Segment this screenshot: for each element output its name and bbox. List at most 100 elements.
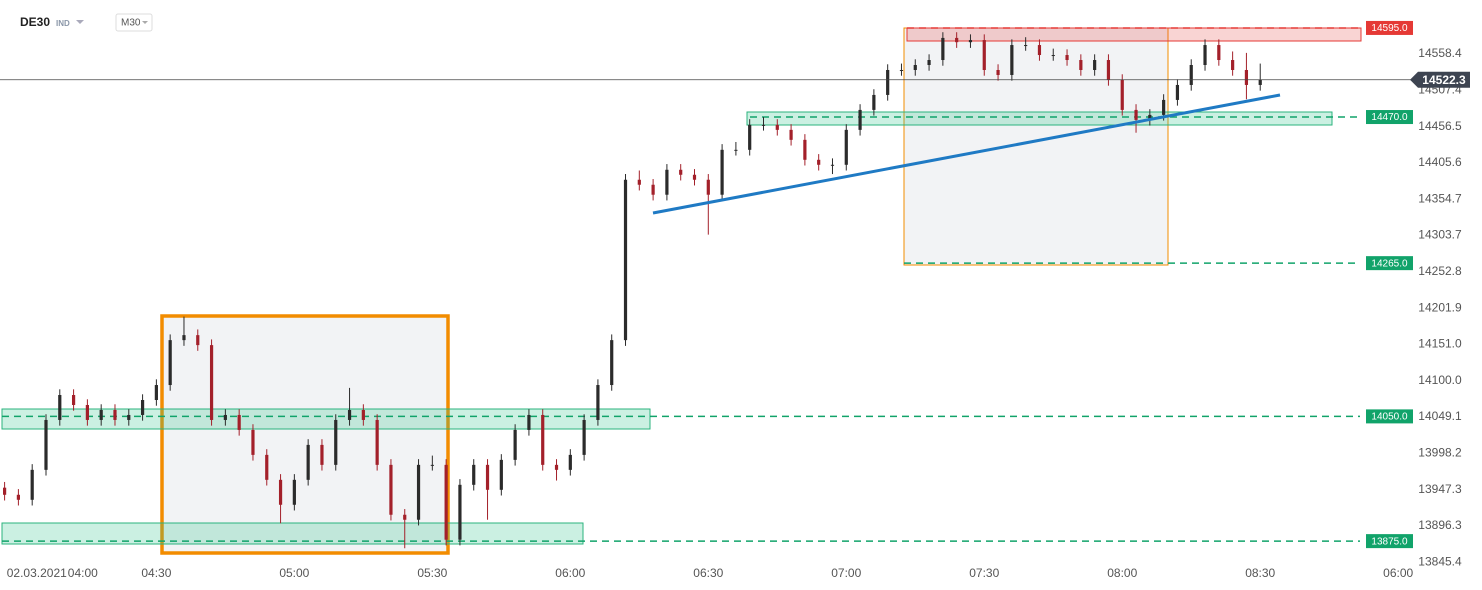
x-tick-label: 04:30 bbox=[141, 566, 171, 580]
x-tick-label: 04:00 bbox=[68, 566, 98, 580]
candle-body bbox=[568, 454, 572, 470]
candle-body bbox=[1244, 69, 1249, 85]
y-tick-label: 14151.0 bbox=[1418, 337, 1462, 351]
candle-body bbox=[1189, 65, 1193, 85]
candle-body bbox=[692, 174, 697, 180]
support-zone bbox=[1, 522, 584, 545]
candle-body bbox=[85, 404, 89, 420]
candle-body bbox=[485, 464, 490, 490]
candle-body bbox=[651, 184, 655, 195]
resistance-zone bbox=[906, 27, 1362, 42]
candle-body bbox=[982, 40, 986, 70]
candle-body bbox=[899, 69, 904, 71]
candle-body bbox=[941, 37, 945, 61]
candle-body bbox=[858, 109, 862, 130]
y-tick-label: 13845.4 bbox=[1418, 554, 1462, 568]
candle-body bbox=[1010, 45, 1014, 75]
dropdown-arrow[interactable] bbox=[76, 20, 84, 24]
candle-body bbox=[444, 464, 448, 540]
candle-body bbox=[2, 487, 7, 495]
y-tick-label: 14354.7 bbox=[1418, 191, 1462, 205]
candle-body bbox=[1258, 79, 1262, 85]
candle-body bbox=[817, 159, 821, 165]
y-tick-label: 14100.0 bbox=[1418, 373, 1462, 387]
candle-body bbox=[913, 65, 917, 70]
candle-body bbox=[527, 414, 531, 430]
y-tick-label: 13896.3 bbox=[1418, 518, 1462, 532]
candle-body bbox=[1093, 60, 1097, 70]
level-label: 14050.0 bbox=[1371, 412, 1408, 423]
candle-body bbox=[237, 414, 241, 430]
x-tick-label: 08:00 bbox=[1107, 566, 1137, 580]
level-label: 13875.0 bbox=[1371, 536, 1408, 547]
levels: 14595.0 14470.0 14265.0 14050.0 13875.0 bbox=[2, 20, 1413, 549]
symbol: DE30 bbox=[20, 15, 50, 29]
candle-body bbox=[430, 464, 434, 466]
candle-body bbox=[44, 419, 48, 470]
candle-body bbox=[1065, 55, 1069, 61]
level-label: 14595.0 bbox=[1371, 23, 1408, 34]
candle-body bbox=[679, 169, 683, 175]
candle-body bbox=[292, 479, 296, 505]
candle-body bbox=[499, 459, 503, 490]
candle-body bbox=[775, 124, 779, 130]
candle-body bbox=[196, 335, 200, 346]
y-tick-label: 14405.6 bbox=[1418, 155, 1462, 169]
level-badge bbox=[1366, 110, 1413, 125]
candle-body bbox=[789, 129, 793, 140]
candle-body bbox=[872, 94, 876, 110]
candle-body bbox=[1175, 84, 1180, 100]
candle-body bbox=[886, 69, 890, 95]
level-badge bbox=[1366, 534, 1413, 549]
candle-body bbox=[1162, 99, 1166, 115]
candle-body bbox=[361, 409, 365, 420]
support-zone bbox=[1, 408, 651, 430]
candles bbox=[2, 32, 1262, 549]
candle-body bbox=[927, 60, 931, 66]
y-tick-label: 14558.4 bbox=[1418, 46, 1462, 60]
candle-body bbox=[403, 514, 407, 520]
candle-body bbox=[996, 69, 1000, 75]
candle-body bbox=[1231, 60, 1235, 70]
candle-body bbox=[1148, 114, 1152, 120]
candle-body bbox=[1037, 45, 1042, 56]
candle-body bbox=[71, 395, 76, 405]
candle-body bbox=[955, 37, 959, 43]
candle-body bbox=[389, 464, 393, 515]
x-tick-label: 05:30 bbox=[417, 566, 447, 580]
x-tick-label: 06:30 bbox=[693, 566, 723, 580]
candle-body bbox=[596, 385, 600, 420]
candle-body bbox=[1217, 45, 1221, 61]
x-tick-label: 05:00 bbox=[279, 566, 309, 580]
candle-body bbox=[1106, 60, 1111, 80]
x-tick-label: 07:00 bbox=[831, 566, 861, 580]
candle-body bbox=[168, 340, 172, 386]
candle-body bbox=[637, 179, 641, 185]
drawings bbox=[1, 27, 1362, 555]
candle-body bbox=[472, 464, 476, 485]
candle-body bbox=[182, 335, 186, 341]
range-box bbox=[160, 314, 450, 555]
candle-body bbox=[830, 164, 835, 166]
candle-body bbox=[209, 345, 214, 420]
candle-body bbox=[1079, 60, 1083, 70]
candle-body bbox=[582, 419, 586, 455]
candle-body bbox=[458, 484, 462, 540]
timeframe-button[interactable] bbox=[115, 13, 153, 32]
candle-body bbox=[541, 414, 545, 465]
candle-body bbox=[610, 340, 614, 386]
candle-body bbox=[513, 429, 517, 460]
candle-body bbox=[1024, 45, 1028, 47]
candle-body bbox=[844, 129, 848, 165]
candle-body bbox=[334, 419, 338, 465]
y-tick-label: 13998.2 bbox=[1418, 445, 1462, 459]
y-tick-label: 14049.1 bbox=[1418, 409, 1462, 423]
x-tick-label: 07:30 bbox=[969, 566, 999, 580]
market: IND bbox=[56, 19, 70, 28]
candle-body bbox=[968, 40, 973, 43]
y-tick-label: 14303.7 bbox=[1418, 228, 1462, 242]
support-zone bbox=[746, 111, 1333, 126]
candle-body bbox=[278, 479, 283, 505]
